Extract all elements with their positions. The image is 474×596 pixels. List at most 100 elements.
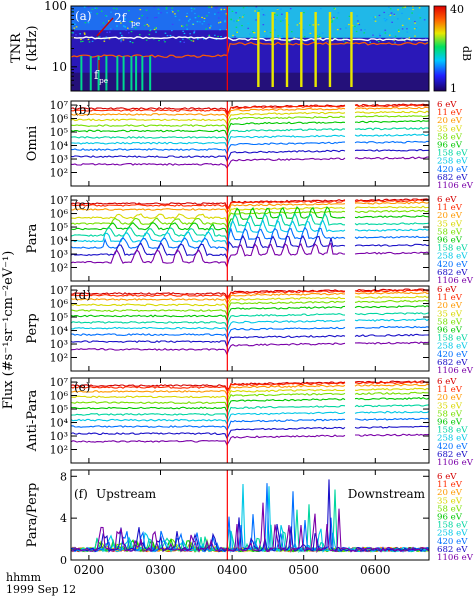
legend-energy: 11 eV bbox=[437, 480, 463, 490]
ratio-ytick: 8 bbox=[60, 470, 67, 483]
legend-energy: 96 eV bbox=[437, 326, 463, 336]
series-line-11-eV bbox=[71, 381, 429, 392]
legend-energy: 20 eV bbox=[437, 211, 463, 221]
panel-letter: (d) bbox=[74, 288, 91, 302]
legend-energy: 158 eV bbox=[437, 244, 468, 254]
flux-ylabel: Flux (#s⁻¹sr⁻¹cm⁻²eV⁻¹) bbox=[1, 251, 16, 410]
series-line-1106-eV bbox=[71, 156, 429, 169]
colorbar-min: 1 bbox=[450, 82, 457, 95]
colorbar-label: dB bbox=[460, 46, 473, 61]
ratio-ytick: 0 bbox=[60, 554, 67, 567]
label-2fpe-sub: pe bbox=[131, 19, 141, 28]
flux-ytick: 10⁶ bbox=[50, 390, 69, 403]
legend-energy: 6 eV bbox=[437, 100, 457, 110]
legend-energy: 1106 eV bbox=[437, 276, 474, 286]
ratio-line-682-eV bbox=[71, 479, 429, 553]
legend-energy: 20 eV bbox=[437, 116, 463, 126]
legend-energy: 58 eV bbox=[437, 504, 463, 514]
series-line-420-eV bbox=[71, 417, 429, 432]
legend-energy: 1106 eV bbox=[437, 458, 474, 468]
series-line-58-eV bbox=[71, 299, 429, 317]
xtick-label: 0600 bbox=[360, 563, 391, 577]
series-line-58-eV bbox=[71, 391, 429, 409]
legend-energy: 258 eV bbox=[437, 157, 468, 167]
time-header: hhmm bbox=[6, 571, 42, 584]
date-label: 1999 Sep 12 bbox=[6, 583, 76, 596]
flux-ytick: 10³ bbox=[50, 153, 68, 166]
legend-energy: 682 eV bbox=[437, 545, 468, 555]
flux-ytick: 10⁷ bbox=[50, 99, 69, 112]
label-fpe-sub: pe bbox=[99, 76, 109, 85]
series-line-158-eV bbox=[71, 126, 429, 143]
flux-ytick: 10³ bbox=[50, 430, 68, 443]
flux-ytick: 10⁴ bbox=[50, 140, 69, 153]
legend-energy: 1106 eV bbox=[437, 366, 474, 376]
series-line-20-eV bbox=[71, 201, 429, 215]
legend-energy: 420 eV bbox=[437, 442, 468, 452]
series-line-420-eV bbox=[71, 325, 429, 341]
legend-energy: 11 eV bbox=[437, 108, 463, 118]
legend-energy: 20 eV bbox=[437, 393, 463, 403]
series-line-682-eV bbox=[71, 333, 429, 349]
series-line-11-eV bbox=[71, 289, 429, 300]
legend-energy: 420 eV bbox=[437, 165, 468, 175]
ratio-ytick: 4 bbox=[60, 512, 67, 525]
flux-ytick: 10² bbox=[50, 444, 68, 457]
label-fpe: f bbox=[94, 68, 100, 82]
series-line-1106-eV bbox=[71, 242, 429, 269]
xtick-label: 0300 bbox=[145, 563, 176, 577]
legend-energy: 96 eV bbox=[437, 236, 463, 246]
legend-energy: 96 eV bbox=[437, 418, 463, 428]
series-line-11-eV bbox=[71, 199, 429, 210]
series-line-96-eV bbox=[71, 206, 429, 236]
series-line-258-eV bbox=[71, 219, 429, 247]
legend-energy: 258 eV bbox=[437, 529, 468, 539]
legend-energy: 6 eV bbox=[437, 472, 457, 482]
legend-energy: 682 eV bbox=[437, 173, 468, 183]
series-line-35-eV bbox=[71, 387, 429, 403]
series-line-20-eV bbox=[71, 106, 429, 119]
panel-ylabel: Anti-Para bbox=[25, 390, 40, 453]
series-line-158-eV bbox=[71, 312, 429, 329]
panel-a-letter: (a) bbox=[75, 9, 92, 23]
legend-energy: 258 eV bbox=[437, 342, 468, 352]
flux-ytick: 10³ bbox=[50, 248, 68, 261]
legend-energy: 420 eV bbox=[437, 350, 468, 360]
label-2fpe: 2f bbox=[114, 11, 128, 25]
legend-energy: 35 eV bbox=[437, 496, 463, 506]
flux-ytick: 10⁴ bbox=[50, 325, 69, 338]
flux-ytick: 10⁵ bbox=[50, 403, 68, 416]
panel-ylabel: Perp bbox=[25, 313, 40, 343]
series-line-96-eV bbox=[71, 305, 429, 322]
flux-ytick: 10² bbox=[50, 262, 68, 275]
flux-ytick: 10² bbox=[50, 167, 68, 180]
legend-energy: 158 eV bbox=[437, 521, 468, 531]
legend-energy: 158 eV bbox=[437, 426, 468, 436]
legend-energy: 158 eV bbox=[437, 149, 468, 159]
legend-energy: 11 eV bbox=[437, 385, 463, 395]
panel-letter: (f) bbox=[74, 487, 88, 501]
legend-energy: 258 eV bbox=[437, 252, 468, 262]
legend-energy: 6 eV bbox=[437, 285, 457, 295]
flux-ytick: 10³ bbox=[50, 338, 68, 351]
panel-a-ylabel-1: TNR bbox=[9, 32, 24, 63]
legend-energy: 11 eV bbox=[437, 293, 463, 303]
series-line-20-eV bbox=[71, 383, 429, 396]
upstream-label: Upstream bbox=[96, 487, 157, 501]
panel-f-ratio: 0 4 8 0200 0300 0400 0500 0600 (f) Upstream Downst… bbox=[25, 469, 474, 577]
panel-letter: (b) bbox=[74, 103, 91, 117]
flux-ytick: 10⁷ bbox=[50, 284, 69, 297]
legend-energy: 35 eV bbox=[437, 219, 463, 229]
legend-energy: 58 eV bbox=[437, 132, 463, 142]
panel-a-ytick: 100 bbox=[44, 0, 67, 13]
legend-energy: 96 eV bbox=[437, 513, 463, 523]
tnr-spectrogram-panel bbox=[71, 6, 429, 91]
panel-a-ylabel-2: f (kHz) bbox=[25, 25, 40, 70]
legend-energy: 58 eV bbox=[437, 227, 463, 237]
panel-f-ylabel: Para/Perp bbox=[25, 483, 40, 548]
legend-energy: 58 eV bbox=[437, 317, 463, 327]
legend-energy: 35 eV bbox=[437, 124, 463, 134]
